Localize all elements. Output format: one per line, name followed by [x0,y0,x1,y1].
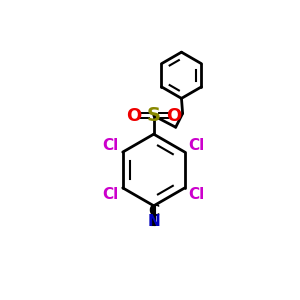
Text: N: N [147,214,160,229]
Text: C: C [148,204,159,219]
Text: Cl: Cl [189,138,205,153]
Text: O: O [127,107,142,125]
Text: Cl: Cl [103,187,119,202]
Text: O: O [166,107,181,125]
Text: Cl: Cl [189,187,205,202]
Text: Cl: Cl [103,138,119,153]
Text: S: S [147,106,161,125]
